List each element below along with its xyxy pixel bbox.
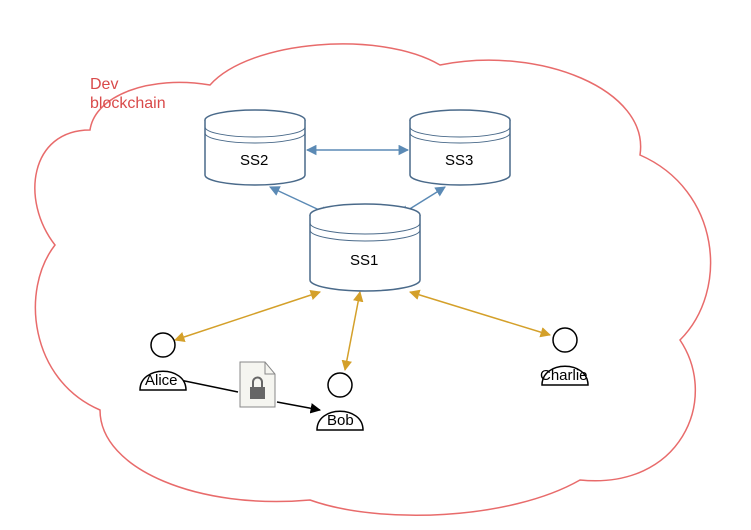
edge-alice-doc — [180, 380, 238, 392]
edge-ss1-charlie — [410, 292, 550, 335]
label-bob: Bob — [327, 412, 354, 429]
node-locked-document — [240, 362, 275, 407]
node-ss3 — [410, 110, 510, 185]
edge-doc-bob — [277, 402, 320, 410]
cloud-title-line2: blockchain — [90, 95, 166, 112]
cloud-title: Dev blockchain — [90, 75, 166, 113]
edge-ss1-alice — [175, 292, 320, 340]
label-ss1: SS1 — [350, 252, 378, 269]
edge-ss1-bob — [345, 292, 360, 370]
cloud-title-line1: Dev — [90, 76, 118, 93]
node-ss1 — [310, 204, 420, 291]
node-ss2 — [205, 110, 305, 185]
label-alice: Alice — [145, 372, 178, 389]
label-charlie: Charlie — [540, 367, 588, 384]
label-ss2: SS2 — [240, 152, 268, 169]
label-ss3: SS3 — [445, 152, 473, 169]
